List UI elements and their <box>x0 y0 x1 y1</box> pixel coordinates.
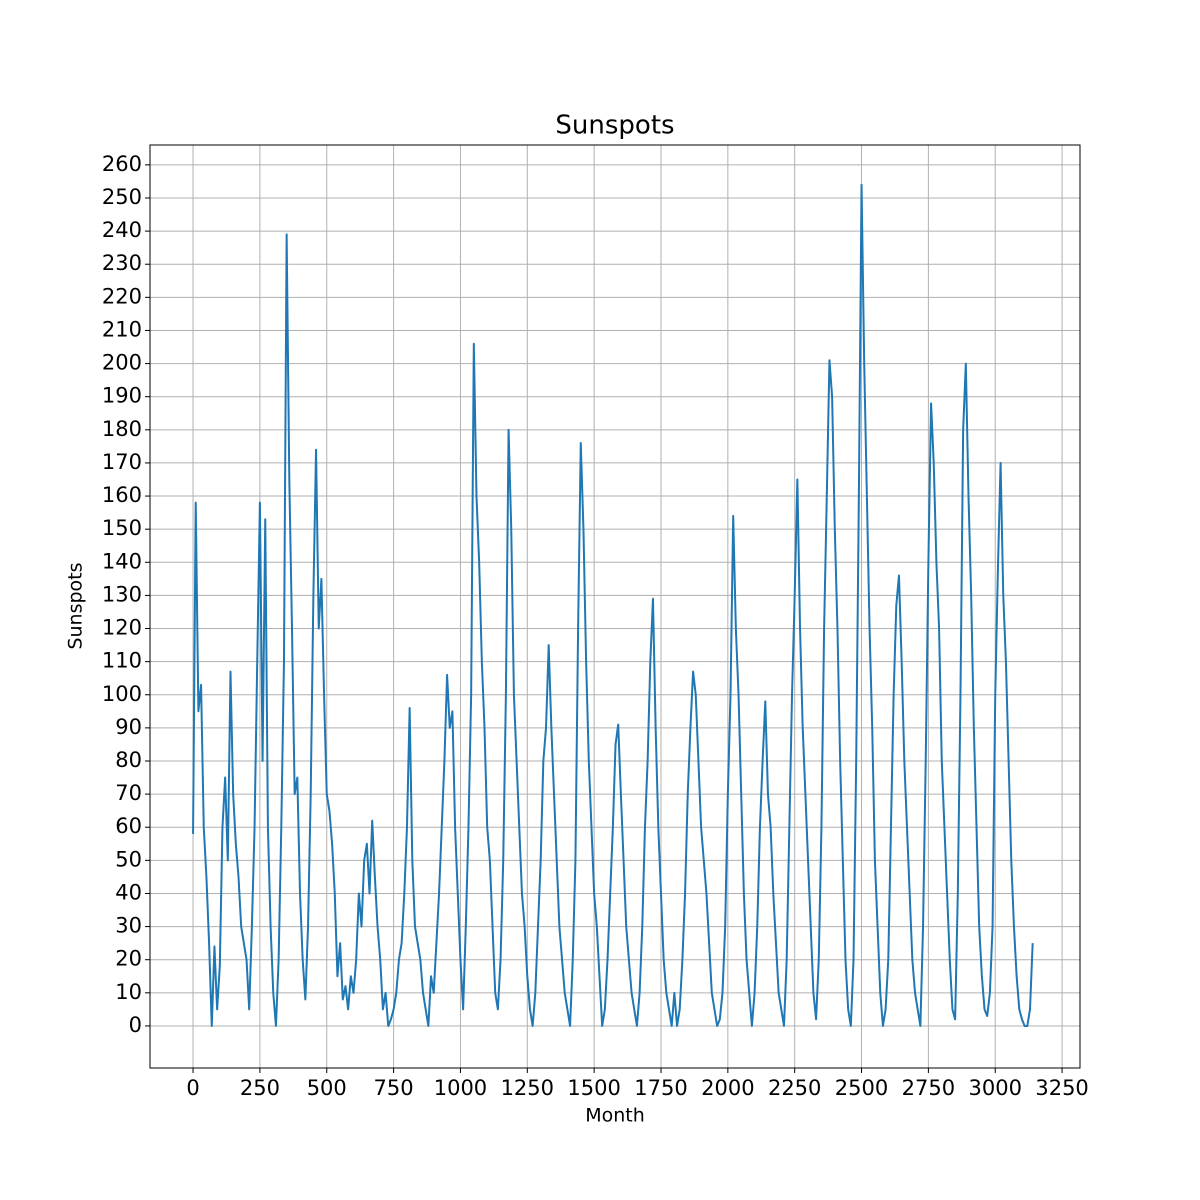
y-tick-label: 100 <box>102 682 142 706</box>
y-tick-label: 180 <box>102 417 142 441</box>
y-tick-label: 140 <box>102 549 142 573</box>
y-tick-label: 170 <box>102 450 142 474</box>
x-tick-label: 500 <box>307 1076 347 1100</box>
y-tick-label: 160 <box>102 483 142 507</box>
y-tick-label: 30 <box>115 914 142 938</box>
y-tick-label: 200 <box>102 351 142 375</box>
x-tick-label: 2000 <box>701 1076 754 1100</box>
y-tick-label: 260 <box>102 152 142 176</box>
y-tick-label: 130 <box>102 582 142 606</box>
y-tick-label: 210 <box>102 317 142 341</box>
y-tick-label: 220 <box>102 284 142 308</box>
y-tick-label: 90 <box>115 715 142 739</box>
data-line <box>192 183 1034 1027</box>
y-tick-label: 120 <box>102 616 142 640</box>
plot-area <box>192 183 1034 1027</box>
y-tick-label: 40 <box>115 880 142 904</box>
x-tick-label: 1250 <box>501 1076 554 1100</box>
y-tick-label: 80 <box>115 748 142 772</box>
ticks: 0 250 500 750 1000 1250 1500 1750 2000 2250 2500 27… <box>102 152 1089 1100</box>
y-tick-label: 70 <box>115 781 142 805</box>
x-tick-label: 3000 <box>969 1076 1022 1100</box>
x-tick-label: 2250 <box>768 1076 821 1100</box>
y-tick-label: 230 <box>102 251 142 275</box>
x-tick-label: 1750 <box>634 1076 687 1100</box>
y-tick-label: 20 <box>115 947 142 971</box>
x-tick-label: 1500 <box>567 1076 620 1100</box>
x-tick-label: 2750 <box>902 1076 955 1100</box>
y-tick-label: 50 <box>115 847 142 871</box>
axes-frame <box>149 144 1081 1069</box>
y-tick-label: 60 <box>115 814 142 838</box>
y-tick-label: 10 <box>115 980 142 1004</box>
x-tick-label: 250 <box>240 1076 280 1100</box>
x-axis-label: Month <box>585 1105 645 1127</box>
y-tick-label: 150 <box>102 516 142 540</box>
x-tick-label: 750 <box>374 1076 414 1100</box>
y-tick-label: 0 <box>129 1013 142 1037</box>
x-tick-label: 1000 <box>434 1076 487 1100</box>
y-tick-label: 110 <box>102 649 142 673</box>
x-tick-label: 2500 <box>835 1076 888 1100</box>
y-tick-label: 240 <box>102 218 142 242</box>
y-tick-label: 250 <box>102 185 142 209</box>
y-tick-label: 190 <box>102 384 142 408</box>
x-tick-label: 0 <box>186 1076 199 1100</box>
x-tick-label: 3250 <box>1035 1076 1088 1100</box>
y-axis-label: Sunspots <box>65 562 87 649</box>
chart-title: Sunspots <box>555 111 674 141</box>
